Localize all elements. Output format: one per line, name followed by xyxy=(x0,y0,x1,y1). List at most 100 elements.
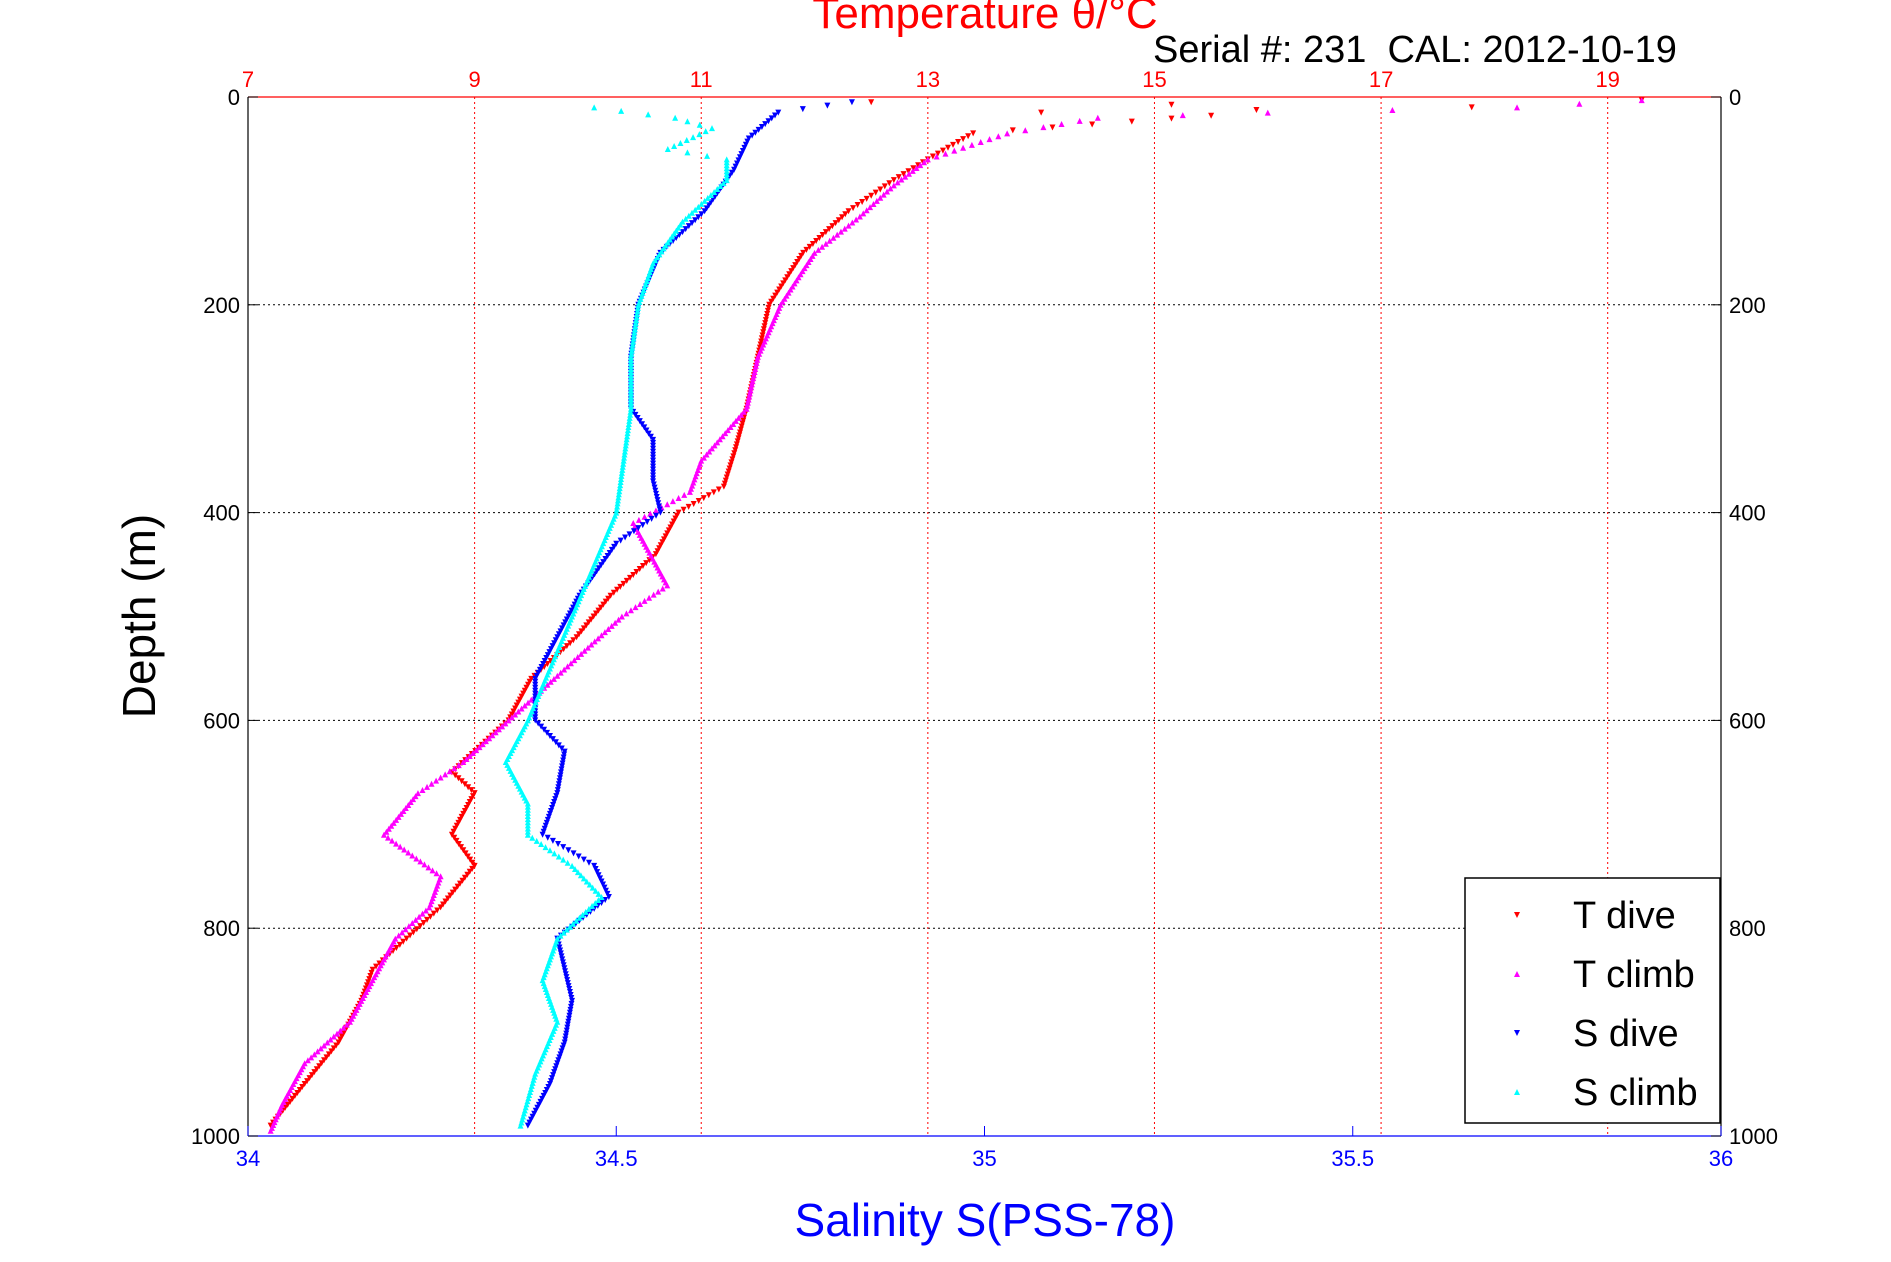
data-point-interp xyxy=(595,890,602,897)
data-point-interp xyxy=(460,847,467,854)
data-point-interp xyxy=(682,226,689,233)
x-bottom-tick-label: 35 xyxy=(972,1146,996,1171)
data-point-interp xyxy=(744,138,751,145)
data-point-interp xyxy=(544,660,551,667)
data-point-interp xyxy=(572,865,579,872)
data-point-interp xyxy=(762,320,769,327)
data-point-interp xyxy=(563,926,570,933)
data-point-interp xyxy=(617,583,624,590)
data-point-interp xyxy=(560,856,567,863)
data-point-interp xyxy=(703,451,710,458)
data-point-interp xyxy=(728,459,735,466)
data-point-interp xyxy=(627,574,634,581)
data-point-interp xyxy=(877,194,884,201)
data-point-interp xyxy=(653,512,660,519)
data-point-interp xyxy=(577,872,584,879)
data-point-interp xyxy=(529,834,536,841)
y-tick-label-left: 0 xyxy=(228,85,240,110)
data-point-interp xyxy=(442,771,449,778)
data-point-interp xyxy=(560,844,567,851)
data-point-interp xyxy=(622,534,629,541)
data-point-interp xyxy=(602,556,609,563)
data-point-interp xyxy=(778,283,785,290)
data-point-interp xyxy=(476,744,483,751)
data-point xyxy=(1264,109,1271,116)
data-point-interp xyxy=(410,796,417,803)
legend-box xyxy=(1464,877,1721,1124)
data-point-interp xyxy=(634,415,641,422)
data-point-interp xyxy=(565,847,572,854)
data-point-interp xyxy=(799,106,806,113)
data-point-interp xyxy=(395,813,402,820)
data-point-interp xyxy=(574,654,581,661)
data-point-interp xyxy=(541,726,548,733)
data-point-interp xyxy=(770,295,777,302)
data-point-interp xyxy=(628,347,635,354)
data-point-interp xyxy=(554,672,561,679)
data-point-interp xyxy=(705,492,712,499)
data-point-interp xyxy=(547,678,554,685)
data-point-interp xyxy=(458,844,465,851)
data-point-interp xyxy=(385,825,392,832)
data-point-interp xyxy=(524,809,531,816)
data-point-interp xyxy=(397,843,404,850)
data-point-interp xyxy=(685,503,692,510)
data-point-interp xyxy=(385,834,392,841)
data-point-interp xyxy=(636,566,643,573)
data-point-interp xyxy=(631,329,638,336)
data-point-interp xyxy=(629,344,636,351)
data-point-interp xyxy=(1049,124,1056,131)
data-point-interp xyxy=(748,381,755,388)
data-point xyxy=(346,1018,353,1025)
data-point-interp xyxy=(451,834,458,841)
data-point-interp xyxy=(631,326,638,333)
data-point-interp xyxy=(619,463,626,470)
data-point-interp xyxy=(479,741,486,748)
data-point-interp xyxy=(702,128,709,135)
data-point-interp xyxy=(774,289,781,296)
data-point xyxy=(657,509,664,516)
data-point-interp xyxy=(646,594,653,601)
data-point xyxy=(701,208,708,215)
data-point-interp xyxy=(524,803,531,810)
data-point-interp xyxy=(704,152,711,159)
data-point-interp xyxy=(627,384,634,391)
data-point-interp xyxy=(466,753,473,760)
data-point-interp xyxy=(610,589,617,596)
data-point-interp xyxy=(863,207,870,214)
data-point-interp xyxy=(863,195,870,202)
data-point-interp xyxy=(780,280,787,287)
data-point-interp xyxy=(627,381,634,388)
data-point-interp xyxy=(627,359,634,366)
data-point xyxy=(618,613,625,620)
data-point-interp xyxy=(469,750,476,757)
data-point-interp xyxy=(650,481,657,488)
data-point-interp xyxy=(340,1024,347,1031)
data-point-interp xyxy=(626,417,633,424)
legend-marker xyxy=(1514,1089,1520,1095)
data-point-interp xyxy=(633,568,640,575)
data-point xyxy=(845,208,852,215)
data-point-interp xyxy=(635,525,642,532)
data-point-interp xyxy=(742,141,749,148)
data-point-interp xyxy=(776,286,783,293)
data-point-interp xyxy=(939,147,946,154)
data-point-interp xyxy=(765,304,772,311)
data-point-interp xyxy=(551,850,558,857)
data-point-interp xyxy=(895,174,902,181)
data-point-interp xyxy=(647,510,654,517)
data-point-interp xyxy=(724,471,731,478)
y-tick-label-left: 1000 xyxy=(191,1124,240,1149)
data-point-interp xyxy=(736,154,743,161)
data-point-interp xyxy=(768,298,775,305)
data-point-interp xyxy=(834,231,841,238)
data-point-interp xyxy=(376,960,383,967)
data-point-interp xyxy=(632,411,639,418)
data-point-interp xyxy=(591,638,598,645)
data-point-interp xyxy=(618,469,625,476)
data-point xyxy=(414,790,421,797)
data-point-interp xyxy=(614,503,621,510)
data-point-interp xyxy=(746,390,753,397)
data-point-interp xyxy=(677,140,684,147)
data-point xyxy=(635,301,642,308)
